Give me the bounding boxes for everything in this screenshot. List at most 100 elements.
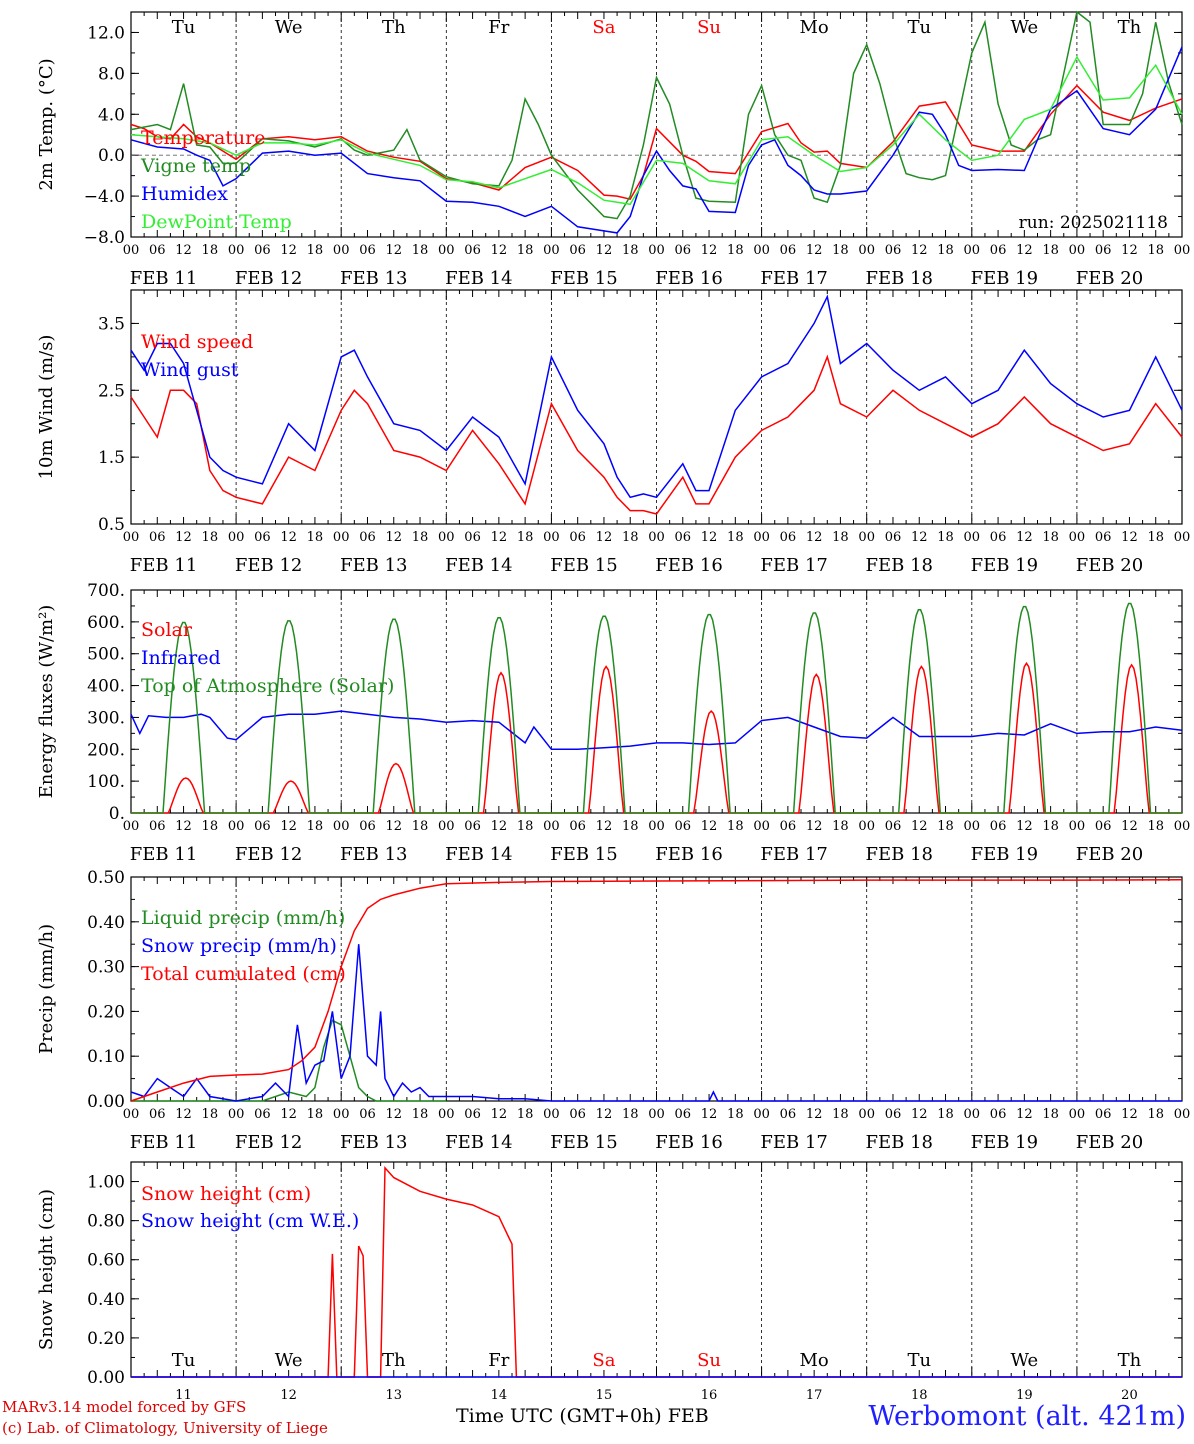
precip-hour-label: 18: [622, 1107, 639, 1122]
temperature-ytick-label: −8.0: [84, 228, 125, 248]
temperature-hour-label: 00: [543, 243, 560, 258]
energy-hour-label: 06: [780, 819, 797, 834]
wind-day-label: FEB 11: [130, 555, 197, 576]
energy-hour-label: 18: [202, 819, 219, 834]
weekday-label: Su: [697, 1350, 721, 1371]
wind-hour-label: 12: [385, 530, 402, 545]
energy-hour-label: 06: [675, 819, 692, 834]
precip-hour-label: 00: [964, 1107, 981, 1122]
precip-hour-label: 12: [280, 1107, 297, 1122]
energy-hour-label: 12: [806, 819, 823, 834]
temperature-hour-label: 18: [622, 243, 639, 258]
model-credit: MARv3.14 model forced by GFS: [2, 1398, 247, 1416]
energy-hour-label: 12: [596, 819, 613, 834]
temperature-legend-entry: Humidex: [141, 183, 228, 205]
wind-hour-label: 06: [149, 530, 166, 545]
temperature-day-label: FEB 11: [130, 268, 197, 289]
temperature-ytick-label: 0.0: [98, 146, 125, 166]
temperature-day-label: FEB 16: [655, 268, 722, 289]
temperature-hour-label: 12: [385, 243, 402, 258]
temperature-panel: [130, 10, 1183, 238]
energy-hour-label: 06: [464, 819, 481, 834]
lab-credit: (c) Lab. of Climatology, University of L…: [2, 1419, 328, 1437]
wind-day-label: FEB 16: [655, 555, 722, 576]
precip-hour-label: 00: [1174, 1107, 1191, 1122]
energy-ytick-label: 0.: [109, 804, 125, 824]
wind-hour-label: 18: [622, 530, 639, 545]
precip-day-label: FEB 15: [550, 1132, 617, 1153]
energy-hour-label: 18: [937, 819, 954, 834]
precip-hour-label: 18: [1042, 1107, 1059, 1122]
precip-hour-label: 18: [727, 1107, 744, 1122]
precip-day-label: FEB 18: [866, 1132, 933, 1153]
precip-day-label: FEB 16: [655, 1132, 722, 1153]
wind-day-label: FEB 20: [1076, 555, 1143, 576]
precip-series-snow-precip-mm-h-: [130, 944, 1182, 1102]
precip-hour-label: 06: [780, 1107, 797, 1122]
wind-hour-label: 00: [964, 530, 981, 545]
wind-hour-label: 12: [596, 530, 613, 545]
weekday-label: Th: [382, 1350, 406, 1371]
energy-hour-label: 18: [307, 819, 324, 834]
precip-ytick-label: 0.00: [87, 1092, 125, 1112]
day-number-label: 13: [385, 1388, 402, 1403]
wind-series-wind-speed: [130, 354, 1183, 515]
snow-legend-entry: Snow height (cm W.E.): [141, 1210, 359, 1232]
weekday-label: Mo: [800, 17, 829, 38]
temperature-frame: [130, 11, 1183, 238]
time-axis-label: Time UTC (GMT+0h) FEB: [456, 1405, 709, 1427]
energy-day-label: FEB 11: [130, 844, 197, 865]
energy-day-label: FEB 15: [550, 844, 617, 865]
weekday-label: Su: [697, 17, 721, 38]
precip-hour-label: 12: [175, 1107, 192, 1122]
precip-ylabel: Precip (mm/h): [36, 924, 57, 1054]
temperature-hour-label: 06: [254, 243, 271, 258]
precip-hour-label: 00: [543, 1107, 560, 1122]
wind-day-label: FEB 13: [340, 555, 407, 576]
temperature-day-label: FEB 18: [866, 268, 933, 289]
energy-hour-label: 18: [1147, 819, 1164, 834]
temperature-hour-label: 18: [1042, 243, 1059, 258]
temperature-legend-entry: DewPoint Temp: [141, 211, 292, 233]
precip-hour-label: 06: [254, 1107, 271, 1122]
wind-hour-label: 00: [648, 530, 665, 545]
wind-hour-label: 06: [464, 530, 481, 545]
temperature-hour-label: 06: [464, 243, 481, 258]
weekday-label: We: [1011, 17, 1039, 38]
wind-hour-label: 18: [202, 530, 219, 545]
snow-legend-entry: Snow height (cm): [141, 1183, 311, 1205]
wind-hour-label: 12: [175, 530, 192, 545]
energy-ytick-label: 700.: [87, 581, 125, 601]
energy-hour-label: 18: [622, 819, 639, 834]
energy-day-label: FEB 12: [235, 844, 302, 865]
precip-hour-label: 18: [832, 1107, 849, 1122]
temperature-hour-label: 12: [1016, 243, 1033, 258]
wind-ytick-label: 2.5: [98, 381, 125, 401]
precip-hour-label: 00: [438, 1107, 455, 1122]
temperature-series-temperature: [130, 84, 1183, 201]
precip-hour-label: 12: [911, 1107, 928, 1122]
energy-hour-label: 18: [1042, 819, 1059, 834]
energy-series-infrared: [130, 710, 1183, 751]
wind-hour-label: 06: [1095, 530, 1112, 545]
energy-legend-entry: Top of Atmosphere (Solar): [141, 675, 394, 697]
snow-ylabel: Snow height (cm): [36, 1189, 57, 1350]
precip-hour-label: 06: [990, 1107, 1007, 1122]
energy-hour-label: 06: [359, 819, 376, 834]
wind-hour-label: 06: [254, 530, 271, 545]
energy-legend-entry: Solar: [141, 619, 193, 641]
precip-legend-entry: Snow precip (mm/h): [141, 935, 337, 957]
day-number-label: 20: [1121, 1388, 1138, 1403]
wind-hour-label: 18: [832, 530, 849, 545]
energy-hour-label: 00: [1069, 819, 1086, 834]
precip-hour-label: 00: [648, 1107, 665, 1122]
weekday-label: Tu: [907, 17, 931, 38]
energy-hour-label: 12: [385, 819, 402, 834]
precip-hour-label: 06: [149, 1107, 166, 1122]
precip-hour-label: 12: [701, 1107, 718, 1122]
wind-day-label: FEB 18: [866, 555, 933, 576]
weekday-label: Th: [1118, 17, 1142, 38]
precip-day-label: FEB 11: [130, 1132, 197, 1153]
temperature-hour-label: 00: [648, 243, 665, 258]
temperature-hour-label: 12: [596, 243, 613, 258]
